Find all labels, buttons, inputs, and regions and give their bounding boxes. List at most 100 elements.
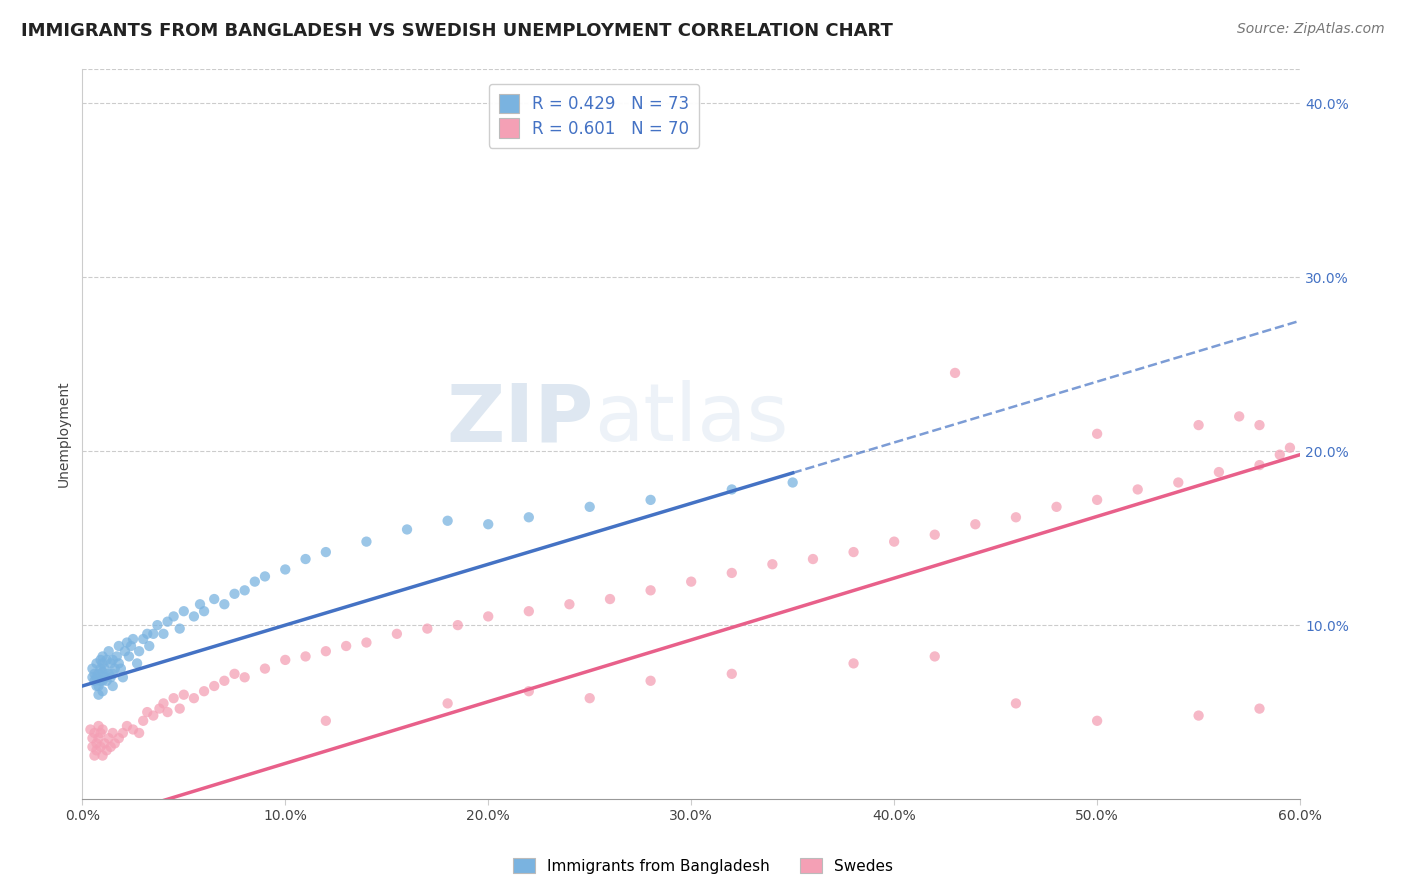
Point [517,604,540,618]
Point [132,714,155,728]
Point [111,670,134,684]
Point [122,632,145,646]
Point [477,517,499,532]
Point [224,666,246,681]
Point [761,558,783,572]
Point [436,514,458,528]
Point [214,673,236,688]
Point [104,736,127,750]
Point [138,639,160,653]
Point [90,653,112,667]
Point [120,639,142,653]
Point [122,723,145,737]
Point [101,666,124,681]
Point [152,697,174,711]
Point [132,632,155,646]
Point [1278,441,1301,455]
Point [173,604,195,618]
Point [193,604,215,618]
Point [1268,448,1291,462]
Point [86,679,108,693]
Point [356,635,378,649]
Point [1249,418,1271,433]
Point [162,691,184,706]
Point [100,739,122,754]
Point [91,723,114,737]
Point [720,566,742,580]
Point [110,662,132,676]
Point [152,627,174,641]
Point [782,475,804,490]
Point [214,597,236,611]
Point [108,639,131,653]
Point [82,662,104,676]
Point [156,705,179,719]
Point [720,483,742,497]
Point [274,653,297,667]
Point [96,673,118,688]
Point [436,697,458,711]
Point [162,609,184,624]
Point [183,691,205,706]
Point [1227,409,1250,424]
Point [335,639,357,653]
Point [100,657,122,671]
Point [83,666,105,681]
Point [96,653,118,667]
Point [224,587,246,601]
Point [183,609,205,624]
Point [385,627,408,641]
Y-axis label: Unemployment: Unemployment [58,381,72,487]
Point [115,719,138,733]
Point [416,622,439,636]
Point [578,500,600,514]
Point [640,492,662,507]
Point [86,670,108,684]
Text: Source: ZipAtlas.com: Source: ZipAtlas.com [1237,22,1385,37]
Point [101,653,124,667]
Text: ZIP: ZIP [447,380,593,458]
Point [1249,458,1271,472]
Point [101,726,124,740]
Point [83,726,105,740]
Point [101,679,124,693]
Point [517,510,540,524]
Point [86,736,108,750]
Point [93,736,115,750]
Point [87,679,110,693]
Point [253,662,276,676]
Point [136,627,159,641]
Point [188,597,211,611]
Point [90,662,112,676]
Point [517,684,540,698]
Point [253,569,276,583]
Point [640,583,662,598]
Point [86,657,108,671]
Text: IMMIGRANTS FROM BANGLADESH VS SWEDISH UNEMPLOYMENT CORRELATION CHART: IMMIGRANTS FROM BANGLADESH VS SWEDISH UN… [21,22,893,40]
Point [93,670,115,684]
Point [1005,510,1028,524]
Point [142,627,165,641]
Point [87,688,110,702]
Point [82,731,104,746]
Point [83,748,105,763]
Point [294,552,316,566]
Point [924,527,946,541]
Point [97,666,120,681]
Point [395,523,418,537]
Point [1167,475,1189,490]
Point [883,534,905,549]
Point [1085,492,1108,507]
Point [924,649,946,664]
Point [599,592,621,607]
Point [202,592,225,607]
Point [91,649,114,664]
Point [169,701,191,715]
Point [142,708,165,723]
Point [108,731,131,746]
Point [356,534,378,549]
Point [243,574,266,589]
Point [148,701,170,715]
Point [87,719,110,733]
Point [115,635,138,649]
